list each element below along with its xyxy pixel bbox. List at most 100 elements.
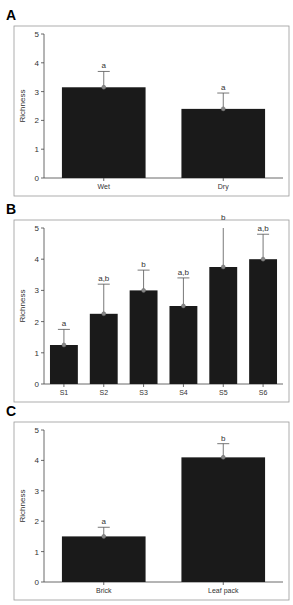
y-axis-label: Richness: [18, 490, 27, 523]
y-tick: [41, 120, 44, 121]
panel: B012345RichnessaS1a,bS2bS3a,bS4bS5a,bS6: [6, 201, 289, 402]
figure: A012345RichnessaWetaDryB012345RichnessaS…: [0, 0, 293, 605]
marks: [50, 228, 277, 384]
error-line: [223, 93, 224, 109]
y-tick-label: 5: [35, 30, 40, 39]
error-cap: [257, 234, 269, 235]
significance-letter: a,b: [98, 274, 110, 283]
x-tick: [103, 384, 104, 387]
error-cap: [58, 329, 70, 330]
panel-frame: [14, 422, 289, 600]
error-line: [143, 270, 144, 290]
error-cap: [138, 270, 150, 271]
y-tick: [41, 490, 44, 491]
x-tick-label: Leaf pack: [208, 587, 239, 595]
bar: [181, 109, 265, 178]
error-cap: [98, 71, 110, 72]
error-bar: [98, 284, 110, 314]
error-cap: [98, 527, 110, 528]
y-tick-label: 1: [35, 145, 40, 154]
error-bar: [177, 278, 189, 306]
error-cap: [98, 284, 110, 285]
y-tick: [41, 62, 44, 63]
bar: [62, 536, 146, 582]
y-tick-label: 5: [35, 224, 40, 233]
error-line: [63, 329, 64, 345]
panel-frame: [14, 220, 289, 402]
x-tick: [103, 178, 104, 181]
mean-point: [181, 304, 185, 308]
error-cap: [177, 277, 189, 278]
mean-point: [221, 265, 225, 269]
y-tick-label: 4: [35, 255, 40, 264]
mean-point: [62, 343, 66, 347]
x-axis: [44, 384, 283, 385]
y-tick-label: 5: [35, 426, 40, 435]
y-tick-label: 0: [35, 380, 40, 389]
y-tick-label: 3: [35, 88, 40, 97]
y-tick-label: 2: [35, 517, 40, 526]
y-tick-label: 4: [35, 456, 40, 465]
y-tick: [41, 290, 44, 291]
error-bar: [257, 234, 269, 259]
error-bar: [217, 228, 229, 267]
y-tick: [41, 91, 44, 92]
y-tick: [41, 582, 44, 583]
x-tick: [143, 384, 144, 387]
y-tick: [41, 178, 44, 179]
y-tick: [41, 228, 44, 229]
y-tick-label: 0: [35, 578, 40, 587]
y-tick: [41, 460, 44, 461]
x-tick: [223, 178, 224, 181]
y-tick: [41, 259, 44, 260]
y-axis: [44, 34, 45, 178]
significance-letter: b: [221, 434, 226, 443]
y-tick-label: 0: [35, 174, 40, 183]
x-tick-label: S1: [60, 389, 69, 396]
y-tick: [41, 352, 44, 353]
x-tick-label: Wet: [98, 183, 110, 190]
bar: [181, 457, 265, 582]
panel: C012345RichnessaBrickbLeaf pack: [6, 403, 289, 600]
marks: [62, 444, 265, 582]
panel-label: C: [6, 403, 16, 419]
y-tick-label: 2: [35, 116, 40, 125]
mean-point: [221, 455, 225, 459]
x-tick: [63, 384, 64, 387]
x-tick: [263, 384, 264, 387]
marks: [62, 71, 265, 178]
mean-point: [261, 257, 265, 261]
error-bar: [58, 329, 70, 345]
x-tick: [223, 582, 224, 585]
significance-letter: b: [221, 213, 226, 222]
error-line: [103, 284, 104, 314]
panel-frame: [14, 26, 289, 196]
bar: [130, 290, 158, 384]
x-tick: [183, 384, 184, 387]
y-tick-label: 3: [35, 487, 40, 496]
y-tick-label: 4: [35, 59, 40, 68]
x-tick-label: Dry: [218, 183, 229, 191]
y-tick-label: 1: [35, 548, 40, 557]
error-cap: [217, 93, 229, 94]
mean-point: [221, 107, 225, 111]
y-tick-label: 2: [35, 318, 40, 327]
y-tick-label: 1: [35, 349, 40, 358]
panel: A012345RichnessaWetaDry: [6, 7, 289, 196]
bar: [249, 259, 277, 384]
bar: [50, 345, 78, 384]
significance-letter: a,b: [258, 224, 270, 233]
bar: [90, 314, 118, 384]
mean-point: [142, 288, 146, 292]
x-tick: [103, 582, 104, 585]
panel-label: A: [6, 7, 16, 23]
error-bar: [98, 71, 110, 87]
y-axis-label: Richness: [18, 90, 27, 123]
significance-letter: a,b: [178, 268, 190, 277]
x-tick-label: Brick: [96, 587, 112, 594]
error-line: [263, 234, 264, 259]
error-bar: [138, 270, 150, 290]
x-tick-label: S3: [139, 389, 148, 396]
mean-point: [102, 312, 106, 316]
error-line: [103, 71, 104, 87]
